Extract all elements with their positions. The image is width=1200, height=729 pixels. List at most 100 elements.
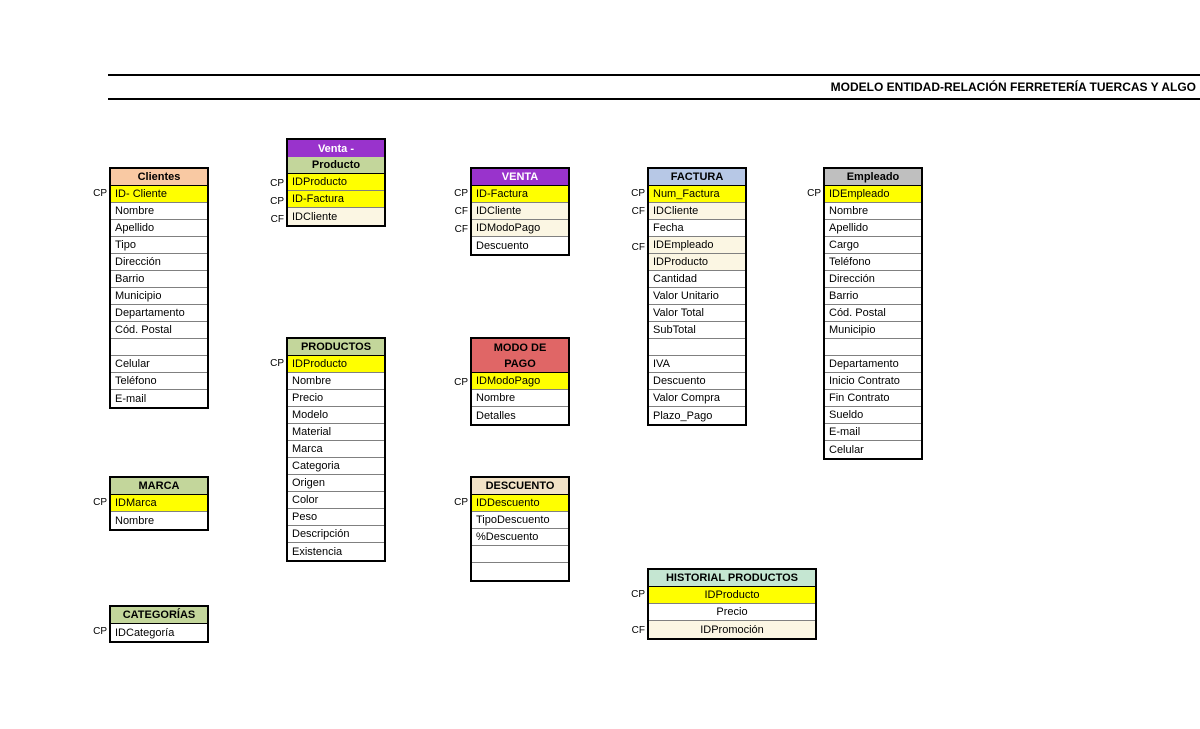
entity-factura-row: Cantidad [649,271,745,288]
entity-productos-row: Categoria [288,458,384,475]
entity-clientes-row: Tipo [111,237,207,254]
entity-historial-row: Precio [649,604,815,621]
entity-marca-row: Nombre [111,512,207,529]
entity-venta-producto-row: ID-Factura [288,191,384,208]
entity-empleado-row: E-mail [825,424,921,441]
entity-productos-row: Nombre [288,373,384,390]
entity-empleado-row: Teléfono [825,254,921,271]
entity-empleado-row: Barrio [825,288,921,305]
entity-marca-header: MARCA [111,478,207,495]
entity-productos-row: Origen [288,475,384,492]
entity-empleado-row: Dirección [825,271,921,288]
entity-productos-row: IDProducto [288,356,384,373]
entity-productos-row: Precio [288,390,384,407]
entity-empleado-row: Inicio Contrato [825,373,921,390]
key-label: CF [454,206,468,217]
entity-productos-header: PRODUCTOS [288,339,384,356]
entity-productos: PRODUCTOSIDProductoNombrePrecioModeloMat… [286,337,386,562]
entity-categorias-header: CATEGORÍAS [111,607,207,624]
key-label: CP [631,589,645,600]
entity-productos-row: Descripción [288,526,384,543]
key-label: CP [93,497,107,508]
entity-clientes-row: E-mail [111,390,207,407]
entity-categorias-row: IDCategoría [111,624,207,641]
entity-historial-header: HISTORIAL PRODUCTOS [649,570,815,587]
entity-productos-row: Peso [288,509,384,526]
entity-productos-row: Modelo [288,407,384,424]
entity-empleado-row: Fin Contrato [825,390,921,407]
entity-categorias: CATEGORÍASIDCategoría [109,605,209,643]
key-label: CP [270,358,284,369]
entity-marca-row: IDMarca [111,495,207,512]
entity-clientes-row: Apellido [111,220,207,237]
entity-venta-row: ID-Factura [472,186,568,203]
entity-factura: FACTURANum_FacturaIDClienteFechaIDEmplea… [647,167,747,426]
entity-descuento-row: %Descuento [472,529,568,546]
entity-empleado: EmpleadoIDEmpleadoNombreApellidoCargoTel… [823,167,923,460]
entity-historial: HISTORIAL PRODUCTOSIDProductoPrecioIDPro… [647,568,817,640]
entity-productos-row: Color [288,492,384,509]
entity-venta: VENTAID-FacturaIDClienteIDModoPagoDescue… [470,167,570,256]
key-label: CP [631,188,645,199]
key-label: CP [454,377,468,388]
entity-factura-row: Descuento [649,373,745,390]
entity-historial-row: IDPromoción [649,621,815,638]
entity-productos-row: Material [288,424,384,441]
entity-clientes-row: Departamento [111,305,207,322]
entity-clientes-row: Celular [111,356,207,373]
entity-factura-row: SubTotal [649,322,745,339]
entity-empleado-row: Apellido [825,220,921,237]
key-label: CP [454,497,468,508]
entity-modo-pago-row: IDModoPago [472,373,568,390]
key-label: CF [631,242,645,253]
entity-descuento-header: DESCUENTO [472,478,568,495]
entity-empleado-row: Cód. Postal [825,305,921,322]
entity-venta-row: IDModoPago [472,220,568,237]
entity-descuento-row [472,546,568,563]
entity-venta-producto-preheader: Venta - [288,140,384,157]
entity-empleado-row: Cargo [825,237,921,254]
entity-factura-row: Valor Unitario [649,288,745,305]
entity-factura-row: Fecha [649,220,745,237]
entity-empleado-row: Municipio [825,322,921,339]
entity-factura-row: IDProducto [649,254,745,271]
entity-modo-pago-row: Nombre [472,390,568,407]
entity-historial-row: IDProducto [649,587,815,604]
key-label: CF [631,206,645,217]
key-label: CP [270,178,284,189]
entity-productos-row: Marca [288,441,384,458]
entity-empleado-row: Sueldo [825,407,921,424]
entity-factura-row: IDEmpleado [649,237,745,254]
entity-venta-row: IDCliente [472,203,568,220]
entity-empleado-row: Departamento [825,356,921,373]
entity-factura-row: IDCliente [649,203,745,220]
entity-clientes-header: Clientes [111,169,207,186]
entity-descuento: DESCUENTOIDDescuentoTipoDescuento%Descue… [470,476,570,582]
entity-marca: MARCAIDMarcaNombre [109,476,209,531]
entity-venta-producto-header: Producto [288,157,384,174]
entity-factura-row: Plazo_Pago [649,407,745,424]
key-label: CF [454,224,468,235]
key-label: CP [93,188,107,199]
key-label: CF [631,625,645,636]
entity-modo-pago-row: Detalles [472,407,568,424]
entity-clientes-row: Teléfono [111,373,207,390]
key-label: CP [270,196,284,207]
entity-factura-row: Valor Compra [649,390,745,407]
entity-venta-producto-row: IDCliente [288,208,384,225]
entity-descuento-row: IDDescuento [472,495,568,512]
entity-factura-header: FACTURA [649,169,745,186]
key-label: CP [93,626,107,637]
entity-factura-row [649,339,745,356]
key-label: CP [807,188,821,199]
entity-modo-pago-preheader: MODO DE [472,339,568,356]
entity-clientes-row: Barrio [111,271,207,288]
entity-clientes-row: Cód. Postal [111,322,207,339]
entity-clientes-row: Municipio [111,288,207,305]
entity-clientes-row: Nombre [111,203,207,220]
entity-venta-header: VENTA [472,169,568,186]
title-bar: MODELO ENTIDAD-RELACIÓN FERRETERÍA TUERC… [108,74,1200,100]
entity-descuento-row: TipoDescuento [472,512,568,529]
key-label: CF [270,214,284,225]
entity-modo-pago: MODO DEPAGOIDModoPagoNombreDetalles [470,337,570,426]
